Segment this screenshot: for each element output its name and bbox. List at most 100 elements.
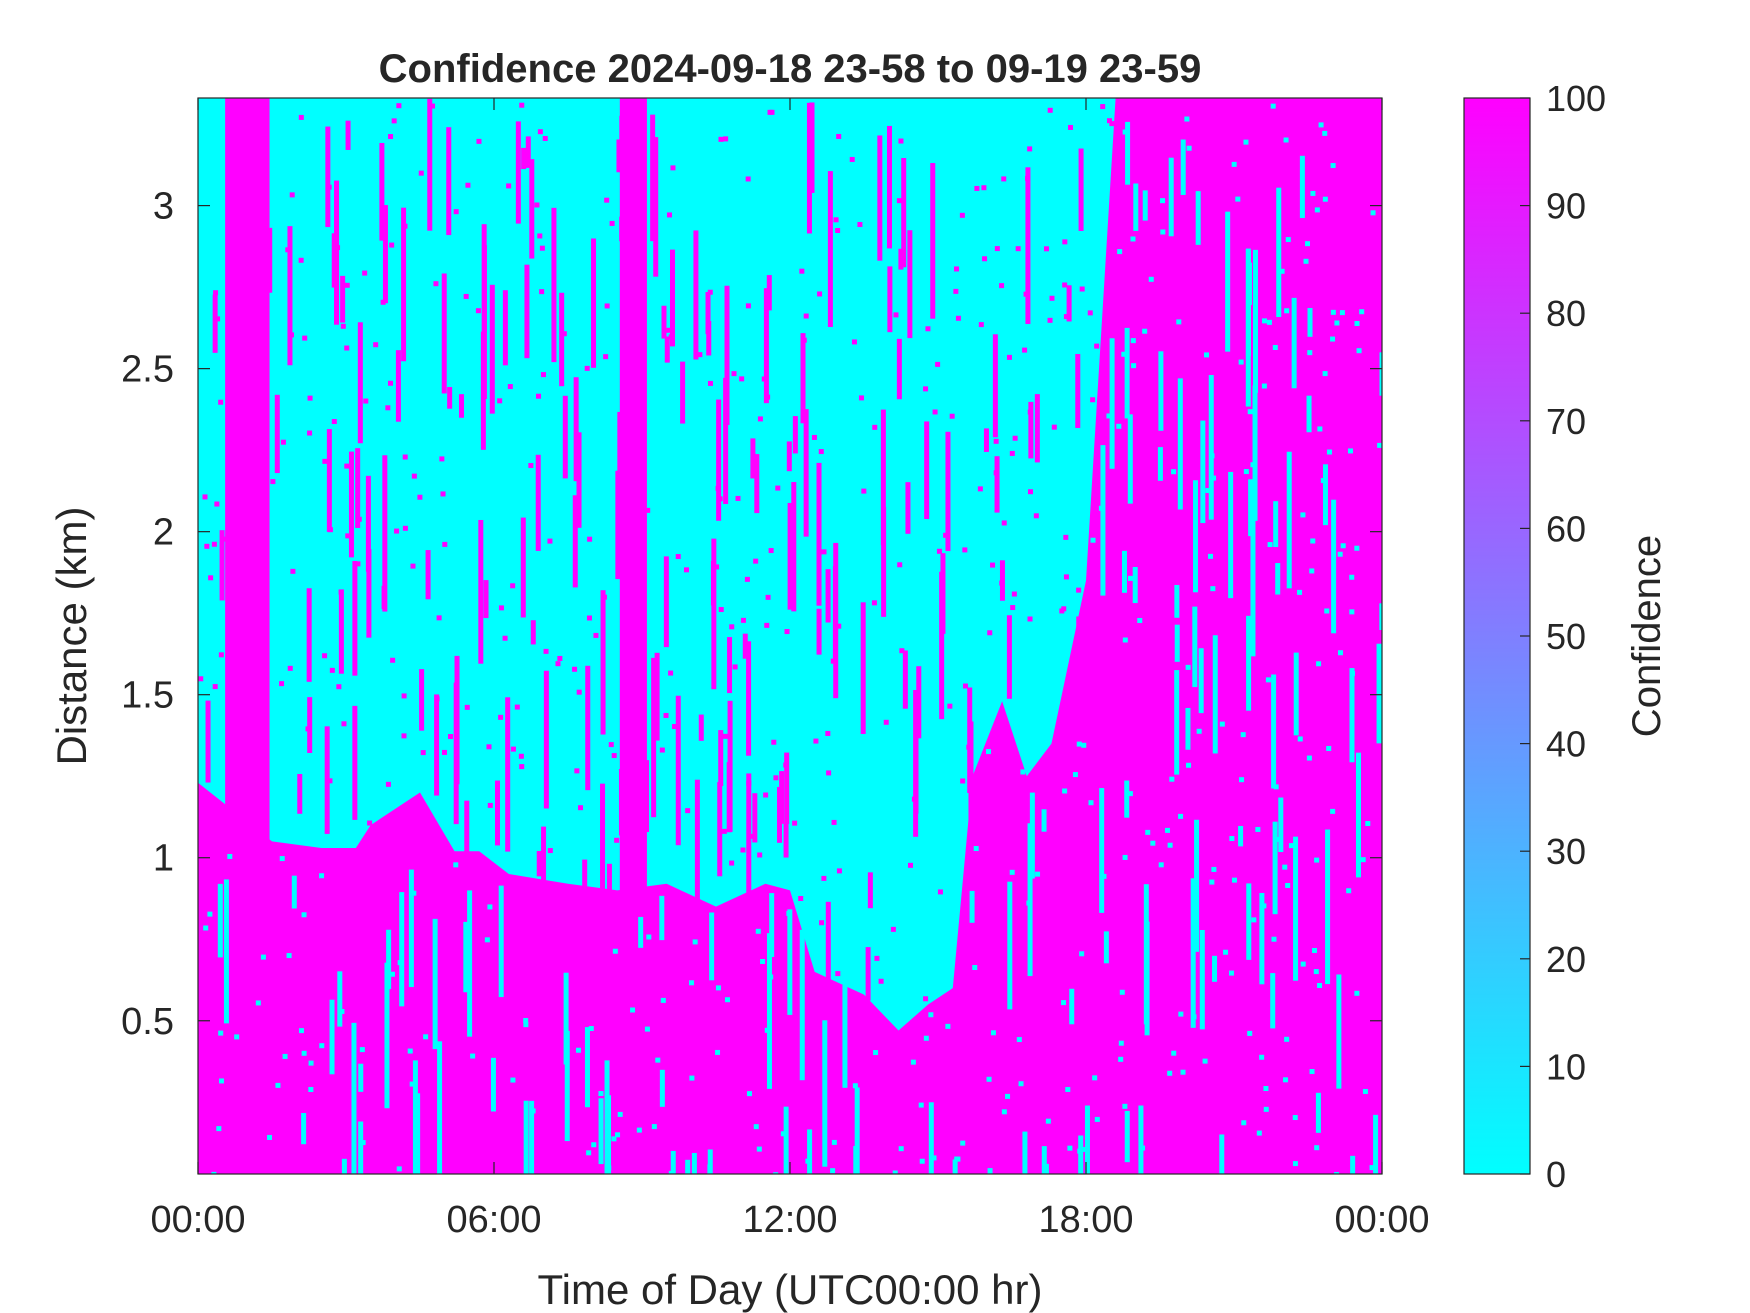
heatmap-cell: [636, 1127, 642, 1133]
heatmap-cell: [476, 138, 482, 144]
heatmap-cell: [1326, 745, 1332, 751]
heatmap-cell: [291, 875, 297, 909]
heatmap-cell: [746, 641, 752, 756]
heatmap-cell: [1283, 137, 1289, 143]
heatmap-cell: [588, 1026, 594, 1032]
heatmap-cell: [447, 734, 453, 740]
heatmap-cell: [722, 733, 728, 739]
heatmap-cell: [1293, 652, 1299, 736]
heatmap-cell: [905, 482, 911, 534]
heatmap-cell: [1314, 207, 1320, 213]
y-tick-label: 2: [153, 512, 174, 554]
heatmap-cell: [442, 541, 448, 547]
heatmap-cell: [1282, 864, 1288, 870]
heatmap-cell: [437, 1041, 443, 1174]
heatmap-cell: [543, 648, 549, 654]
heatmap-cell: [253, 270, 259, 276]
heatmap-cell: [1336, 974, 1342, 1089]
heatmap-cell: [306, 588, 312, 682]
heatmap-cell: [986, 1076, 992, 1082]
heatmap-cell: [529, 1100, 535, 1174]
heatmap-cell: [1377, 442, 1382, 448]
heatmap-cell: [619, 216, 625, 242]
heatmap-cell: [240, 389, 246, 395]
heatmap-cell: [617, 1111, 623, 1117]
heatmap-cell: [786, 441, 792, 472]
heatmap-cell: [726, 762, 732, 833]
heatmap-cell: [505, 697, 511, 852]
heatmap-cell: [1205, 488, 1211, 494]
colorbar-tick-label: 80: [1546, 293, 1586, 334]
heatmap-cell: [611, 1136, 617, 1142]
heatmap-cell: [768, 974, 774, 980]
heatmap-cell: [787, 909, 793, 1015]
heatmap-cell: [745, 303, 751, 309]
heatmap-cell: [932, 409, 938, 415]
heatmap-cell: [298, 1028, 304, 1034]
heatmap-cell: [1285, 882, 1291, 888]
heatmap-cell: [877, 135, 883, 261]
heatmap-cell: [535, 454, 541, 551]
heatmap-cell: [753, 1124, 759, 1130]
heatmap-cell: [1169, 776, 1175, 782]
heatmap-cell: [1314, 1145, 1320, 1151]
heatmap-cell: [322, 458, 328, 464]
heatmap-cell: [1049, 295, 1055, 301]
heatmap-cell: [707, 380, 713, 386]
heatmap-cell: [1379, 352, 1382, 396]
heatmap-cell: [959, 212, 965, 218]
heatmap-cell: [539, 289, 545, 295]
heatmap-cell: [402, 454, 408, 460]
heatmap-cell: [715, 985, 721, 991]
heatmap-cell: [1211, 866, 1217, 872]
heatmap-cell: [1035, 871, 1041, 877]
heatmap-cell: [792, 820, 798, 826]
heatmap-cell: [1303, 258, 1309, 264]
heatmap-cell: [1186, 145, 1192, 151]
heatmap-cell: [1250, 515, 1256, 657]
heatmap-cell: [202, 494, 208, 500]
heatmap-cell: [668, 1170, 674, 1174]
heatmap-cell: [659, 895, 665, 941]
heatmap-cell: [939, 571, 945, 720]
heatmap-cell: [267, 1134, 273, 1140]
heatmap-cell: [779, 771, 785, 824]
heatmap-cell: [1178, 1011, 1184, 1017]
heatmap-cell: [872, 424, 878, 430]
heatmap-cell: [441, 749, 447, 755]
heatmap-cell: [1209, 453, 1215, 459]
heatmap-cell: [898, 1146, 904, 1152]
heatmap-cell: [297, 773, 303, 814]
heatmap-cell: [663, 556, 669, 648]
heatmap-cell: [1078, 148, 1084, 231]
heatmap-cell: [574, 768, 580, 774]
heatmap-cell: [1330, 336, 1336, 342]
heatmap-cell: [537, 233, 543, 239]
heatmap-cell: [608, 742, 614, 748]
heatmap-cell: [327, 527, 333, 533]
heatmap-cell: [1359, 309, 1365, 315]
heatmap-cell: [1241, 1120, 1247, 1126]
heatmap-cell: [1271, 936, 1277, 942]
heatmap-cell: [660, 997, 666, 1003]
heatmap-cell: [301, 912, 307, 918]
heatmap-cell: [752, 793, 758, 843]
heatmap-plot-area: [198, 98, 1382, 1174]
heatmap-cell: [475, 308, 481, 314]
heatmap-cell: [1270, 103, 1276, 109]
heatmap-cell: [1033, 513, 1039, 519]
heatmap-cell: [801, 337, 807, 343]
heatmap-cell: [1305, 241, 1311, 247]
heatmap-cell: [1158, 351, 1164, 431]
heatmap-cell: [830, 658, 836, 664]
heatmap-cell: [718, 136, 724, 142]
heatmap-cell: [1027, 409, 1033, 415]
y-tick-label: 2.5: [121, 349, 174, 391]
heatmap-cell: [1062, 239, 1068, 245]
heatmap-cell: [341, 1158, 347, 1174]
heatmap-cell: [510, 746, 516, 752]
heatmap-cell: [867, 872, 873, 909]
heatmap-cell: [615, 1132, 621, 1138]
heatmap-cell: [1122, 854, 1128, 860]
heatmap-cell: [1246, 615, 1252, 711]
